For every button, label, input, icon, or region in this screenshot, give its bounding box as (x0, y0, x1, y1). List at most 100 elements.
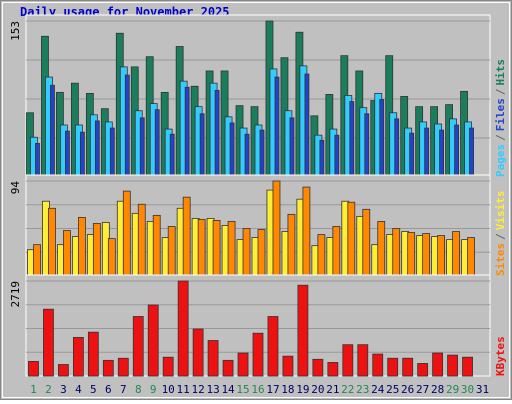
bar (297, 284, 309, 377)
bar (124, 74, 130, 178)
bar (244, 133, 250, 178)
legend-separator: / (494, 233, 507, 240)
y-tick-label: 94 (9, 181, 22, 195)
x-tick-label: 18 (281, 383, 294, 396)
bar (229, 122, 235, 178)
bar (372, 353, 384, 377)
legend-entry: Hits (494, 59, 507, 86)
x-tick-label: 13 (206, 383, 219, 396)
bar (387, 357, 399, 377)
x-tick-label: 5 (90, 383, 97, 396)
bar (437, 235, 446, 277)
bar (197, 219, 206, 277)
x-tick-label: 16 (251, 383, 264, 396)
bar (152, 214, 161, 277)
x-tick-label: 4 (75, 383, 82, 396)
legend: Sites / Visits (494, 191, 507, 277)
bar (214, 89, 220, 178)
bar (282, 355, 294, 377)
bar (109, 127, 115, 178)
bar (317, 234, 326, 277)
legend-entry: Visits (494, 191, 507, 231)
bar (199, 113, 205, 178)
x-tick-label: 30 (461, 383, 474, 396)
bar (319, 139, 325, 178)
bar (65, 130, 70, 178)
bar (454, 124, 459, 178)
bar (392, 228, 401, 277)
bar (304, 73, 310, 178)
bar (43, 308, 54, 377)
bar (447, 354, 458, 377)
bar (469, 127, 474, 178)
bar (184, 86, 190, 178)
bar (287, 213, 296, 277)
x-tick-label: 25 (386, 383, 399, 396)
x-tick-label: 19 (296, 383, 309, 396)
legend-separator: / (494, 88, 507, 95)
bar (167, 226, 176, 277)
x-tick-label: 31 (476, 383, 489, 396)
bar (289, 117, 295, 178)
bar (177, 280, 189, 377)
bar (409, 132, 415, 178)
bar (347, 201, 356, 277)
bar (422, 233, 431, 277)
bar (432, 352, 444, 377)
bar (87, 331, 99, 377)
bar (379, 99, 385, 178)
bar (79, 131, 85, 178)
x-tick-label: 20 (311, 383, 324, 396)
bar (417, 363, 429, 377)
bar (162, 356, 174, 377)
x-tick-label: 29 (446, 383, 459, 396)
bar (364, 113, 370, 178)
legend-entry: Sites (494, 243, 507, 276)
bar (237, 352, 249, 377)
x-tick-label: 27 (416, 383, 429, 396)
x-tick-label: 10 (162, 383, 175, 396)
bar (192, 328, 204, 377)
frame-bevel (2, 2, 510, 398)
bar (257, 229, 266, 277)
x-tick-label: 8 (135, 383, 142, 396)
bar (122, 190, 131, 277)
x-tick-label: 23 (356, 383, 369, 396)
bar (92, 223, 101, 277)
bar (407, 232, 416, 277)
bar (267, 316, 279, 377)
bar (274, 76, 280, 178)
bar (342, 344, 354, 377)
y-tick-label: 153 (9, 21, 22, 41)
x-tick-label: 21 (326, 383, 339, 396)
legend-entry: KBytes (494, 336, 507, 376)
bar (102, 359, 114, 377)
bar (327, 362, 339, 377)
bar (137, 203, 146, 277)
bar (424, 127, 430, 178)
bar (94, 120, 100, 178)
bar (35, 142, 40, 178)
bar (107, 238, 116, 277)
x-tick-label: 11 (177, 383, 190, 396)
bar (169, 133, 175, 178)
legend: Pages / Files / Hits (494, 59, 507, 177)
bar (332, 226, 341, 277)
bar (334, 134, 340, 178)
x-tick-label: 7 (120, 383, 127, 396)
bar (117, 357, 129, 377)
x-tick-label: 12 (192, 383, 205, 396)
bar (272, 180, 281, 277)
legend-separator: / (494, 134, 507, 141)
x-tick-label: 6 (105, 383, 112, 396)
bar (147, 304, 159, 377)
bar (72, 336, 84, 377)
bar (50, 84, 55, 178)
bar (28, 360, 39, 377)
bar (362, 208, 371, 277)
bar (402, 357, 414, 377)
bar (132, 316, 144, 377)
x-tick-label: 17 (266, 383, 279, 396)
x-tick-label: 2 (45, 383, 52, 396)
